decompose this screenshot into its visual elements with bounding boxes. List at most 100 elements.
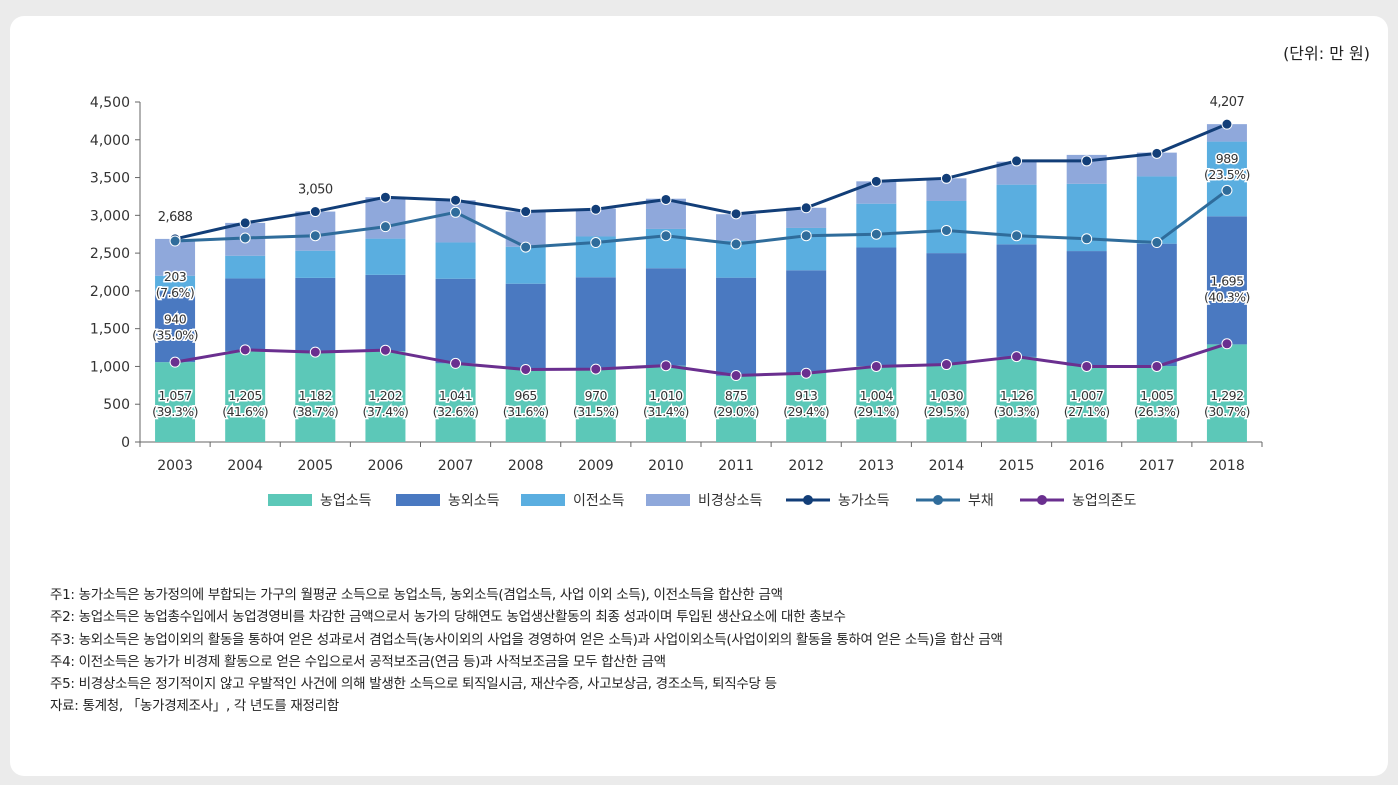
- bar-농외소득: [645, 268, 686, 366]
- y-tick-label: 4,000: [90, 133, 130, 149]
- bar-농업소득: [575, 368, 616, 442]
- legend-marker: [1037, 495, 1047, 505]
- bar-share-label: (30.7%): [1204, 404, 1250, 419]
- y-tick-label: 2,500: [90, 246, 130, 262]
- legend-label: 농가소득: [838, 493, 890, 509]
- point-농업의존도: [1081, 360, 1093, 372]
- point-농가소득: [379, 191, 391, 203]
- point-농업의존도: [520, 363, 532, 375]
- bar-농업소득: [996, 356, 1037, 442]
- bar-value-label: 1,010: [649, 388, 683, 403]
- point-농가소득: [730, 208, 742, 220]
- bar-비경상소득: [856, 181, 897, 204]
- bar-비경상소득: [786, 207, 827, 228]
- legend-marker: [803, 495, 813, 505]
- point-농가소득: [590, 203, 602, 215]
- x-tick-label: 2017: [1139, 458, 1175, 474]
- point-농가소득: [1011, 155, 1023, 167]
- bar-share-label: (29.4%): [783, 404, 829, 419]
- bar-value-label: 1,292: [1210, 388, 1243, 403]
- bar-비경상소득: [365, 197, 406, 239]
- point-부채: [800, 230, 812, 242]
- bar-농업소득: [295, 352, 336, 442]
- bar-value-label: 1,057: [158, 388, 191, 403]
- point-농업의존도: [309, 346, 321, 358]
- point-농업의존도: [1151, 360, 1163, 372]
- point-부채: [1221, 184, 1233, 196]
- x-tick-label: 2011: [718, 458, 754, 474]
- legend-label: 비경상소득: [698, 493, 763, 509]
- point-농업의존도: [590, 363, 602, 375]
- point-부채: [1081, 233, 1093, 245]
- point-부채: [940, 224, 952, 236]
- note-4: 주4: 이전소득은 농가가 비경제 활동으로 얻은 수입으로서 공적보조금(연금…: [50, 653, 666, 670]
- bar-share-label: (41.6%): [222, 404, 268, 419]
- legend-swatch-비경상소득: [646, 494, 690, 506]
- point-농업의존도: [940, 359, 952, 371]
- point-농가소득: [800, 202, 812, 214]
- point-농가소득: [1081, 155, 1093, 167]
- legend-swatch-농외소득: [396, 494, 440, 506]
- bar-value-label: 1,205: [229, 388, 262, 403]
- bar-value-label: 1,007: [1070, 388, 1103, 403]
- bar-value-label: 1,041: [439, 388, 472, 403]
- point-부채: [379, 221, 391, 233]
- bar-share-label: (27.1%): [1064, 404, 1110, 419]
- y-tick-label: 3,000: [90, 208, 130, 224]
- notes: 주1: 농가소득은 농가정의에 부합되는 가구의 월평균 소득으로 농업소득, …: [50, 584, 1003, 718]
- point-부채: [309, 230, 321, 242]
- bar-농업소득: [1066, 365, 1107, 442]
- y-tick-label: 1,000: [90, 359, 130, 375]
- bar-share-label: (31.4%): [643, 404, 689, 419]
- bar-농외소득: [295, 277, 336, 353]
- annotation-label: 940: [164, 311, 187, 326]
- point-농업의존도: [800, 367, 812, 379]
- bar-이전소득: [365, 238, 406, 275]
- annotation-label: 1,695: [1210, 274, 1243, 289]
- bar-value-label: 1,202: [369, 388, 402, 403]
- y-tick-label: 3,500: [90, 171, 130, 187]
- bar-농외소득: [926, 253, 967, 365]
- point-부채: [660, 230, 672, 242]
- point-부채: [450, 206, 462, 218]
- x-tick-label: 2008: [508, 458, 544, 474]
- point-부채: [730, 238, 742, 250]
- line-농가소득: [174, 122, 1228, 241]
- x-tick-label: 2015: [999, 458, 1035, 474]
- point-농가소득: [520, 206, 532, 218]
- point-부채: [590, 237, 602, 249]
- bar-농업소득: [155, 362, 196, 442]
- bar-농외소득: [1206, 216, 1247, 345]
- bar-이전소득: [435, 242, 476, 279]
- point-농업의존도: [870, 360, 882, 372]
- x-tick-label: 2006: [368, 458, 404, 474]
- bar-value-label: 970: [585, 388, 608, 403]
- bar-value-label: 1,182: [299, 388, 332, 403]
- legend-label: 농외소득: [448, 493, 500, 509]
- unit-label: (단위: 만 원): [1283, 44, 1370, 63]
- bar-이전소득: [856, 203, 897, 248]
- bar-value-label: 1,126: [1000, 388, 1034, 403]
- note-5: 주5: 비경상소득은 정기적이지 않고 우발적인 사건에 의해 발생한 소득으로…: [50, 676, 777, 693]
- bar-value-label: 875: [725, 388, 747, 403]
- bar-농외소득: [505, 283, 546, 370]
- point-부채: [239, 232, 251, 244]
- bar-농외소득: [1136, 243, 1177, 367]
- x-tick-label: 2016: [1069, 458, 1105, 474]
- legend-swatch-농업소득: [268, 494, 312, 506]
- legend-label: 부채: [968, 493, 994, 509]
- bar-share-label: (37.4%): [362, 404, 408, 419]
- y-tick-label: 0: [121, 435, 130, 451]
- bar-share-label: (32.6%): [433, 404, 479, 419]
- note-1: 주1: 농가소득은 농가정의에 부합되는 가구의 월평균 소득으로 농업소득, …: [50, 587, 783, 603]
- x-tick-label: 2012: [788, 458, 824, 474]
- chart: 0 500 1,000 1,500 2,000 2,500 3,000 3,500 4,000 4…: [90, 95, 1263, 509]
- bar-share-label: (39.3%): [152, 404, 198, 419]
- bar-농업소득: [716, 375, 757, 442]
- point-부채: [169, 235, 181, 247]
- bar-value-label: 1,005: [1140, 388, 1173, 403]
- bar-농외소득: [155, 291, 196, 363]
- point-농가소득: [870, 175, 882, 187]
- point-농가소득: [450, 194, 462, 206]
- legend-label: 이전소득: [573, 493, 625, 509]
